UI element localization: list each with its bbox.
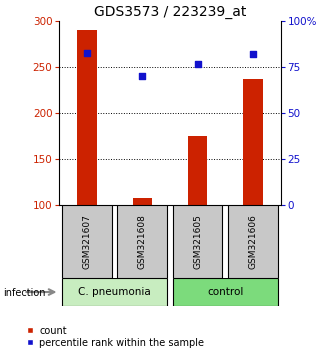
Bar xyxy=(228,205,278,278)
Bar xyxy=(77,30,97,205)
Text: GSM321605: GSM321605 xyxy=(193,214,202,269)
Text: GSM321606: GSM321606 xyxy=(248,214,257,269)
Point xyxy=(195,61,200,67)
Text: control: control xyxy=(207,287,244,297)
Bar xyxy=(133,198,152,205)
Bar xyxy=(117,205,167,278)
Bar xyxy=(243,79,263,205)
Point xyxy=(250,52,255,57)
Bar xyxy=(62,205,112,278)
Title: GDS3573 / 223239_at: GDS3573 / 223239_at xyxy=(94,5,246,19)
Text: infection: infection xyxy=(3,288,46,298)
Text: GSM321608: GSM321608 xyxy=(138,214,147,269)
Legend: count, percentile rank within the sample: count, percentile rank within the sample xyxy=(25,325,205,349)
Bar xyxy=(173,205,222,278)
Bar xyxy=(173,278,278,306)
Bar xyxy=(188,136,207,205)
Text: GSM321607: GSM321607 xyxy=(82,214,91,269)
Text: C. pneumonia: C. pneumonia xyxy=(78,287,151,297)
Point xyxy=(84,50,90,55)
Bar xyxy=(62,278,167,306)
Point xyxy=(140,74,145,79)
